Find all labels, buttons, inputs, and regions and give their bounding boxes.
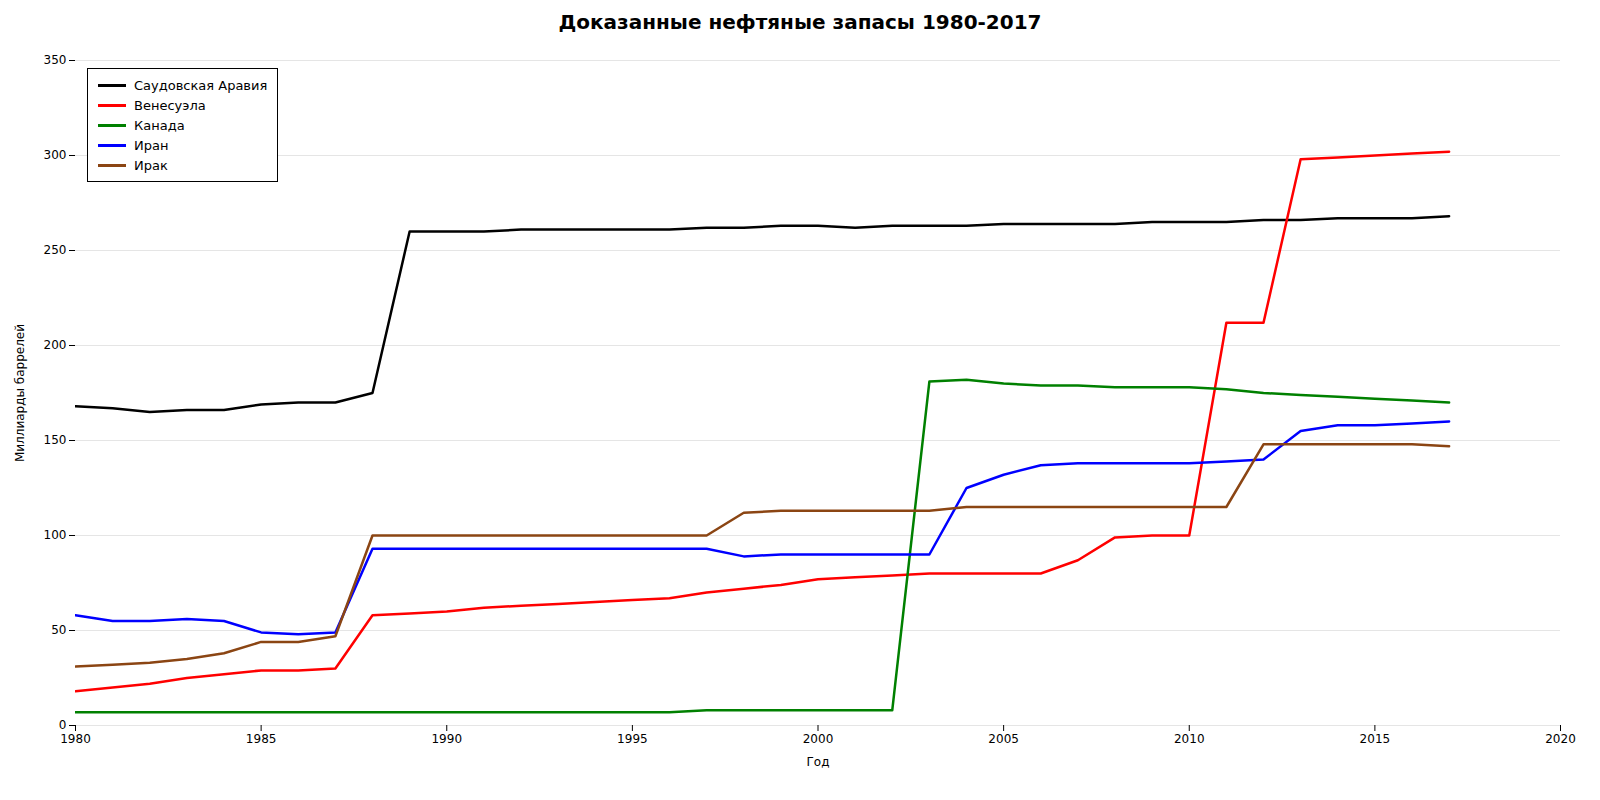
svg-text:100: 100 (44, 528, 67, 542)
svg-text:200: 200 (44, 338, 67, 352)
svg-text:1990: 1990 (431, 732, 462, 746)
svg-text:2010: 2010 (1174, 732, 1205, 746)
svg-text:250: 250 (44, 243, 67, 257)
svg-text:2015: 2015 (1360, 732, 1391, 746)
svg-text:350: 350 (44, 53, 67, 67)
svg-text:50: 50 (51, 623, 66, 637)
html-text:Иран: Иран (134, 137, 169, 153)
html-text:Канада: Канада (134, 117, 185, 133)
svg-text:0: 0 (59, 718, 67, 732)
svg-text:2020: 2020 (1545, 732, 1576, 746)
svg-text:300: 300 (44, 148, 67, 162)
svg-text:2000: 2000 (803, 732, 834, 746)
svg-text:Год: Год (807, 755, 830, 769)
html-text:Венесуэла: Венесуэла (134, 97, 206, 113)
svg-text:1995: 1995 (617, 732, 648, 746)
html-text:Ирак: Ирак (134, 157, 168, 173)
svg-text:2005: 2005 (988, 732, 1019, 746)
html-text:Доказанные нефтяные запасы 198: Доказанные нефтяные запасы 1980-2017 (558, 10, 1042, 34)
html-text:Саудовская Аравия: Саудовская Аравия (134, 77, 268, 93)
svg-text:1985: 1985 (246, 732, 277, 746)
svg-text:1980: 1980 (60, 732, 91, 746)
svg-text:Миллиарды баррелей: Миллиарды баррелей (13, 324, 27, 462)
svg-text:150: 150 (44, 433, 67, 447)
